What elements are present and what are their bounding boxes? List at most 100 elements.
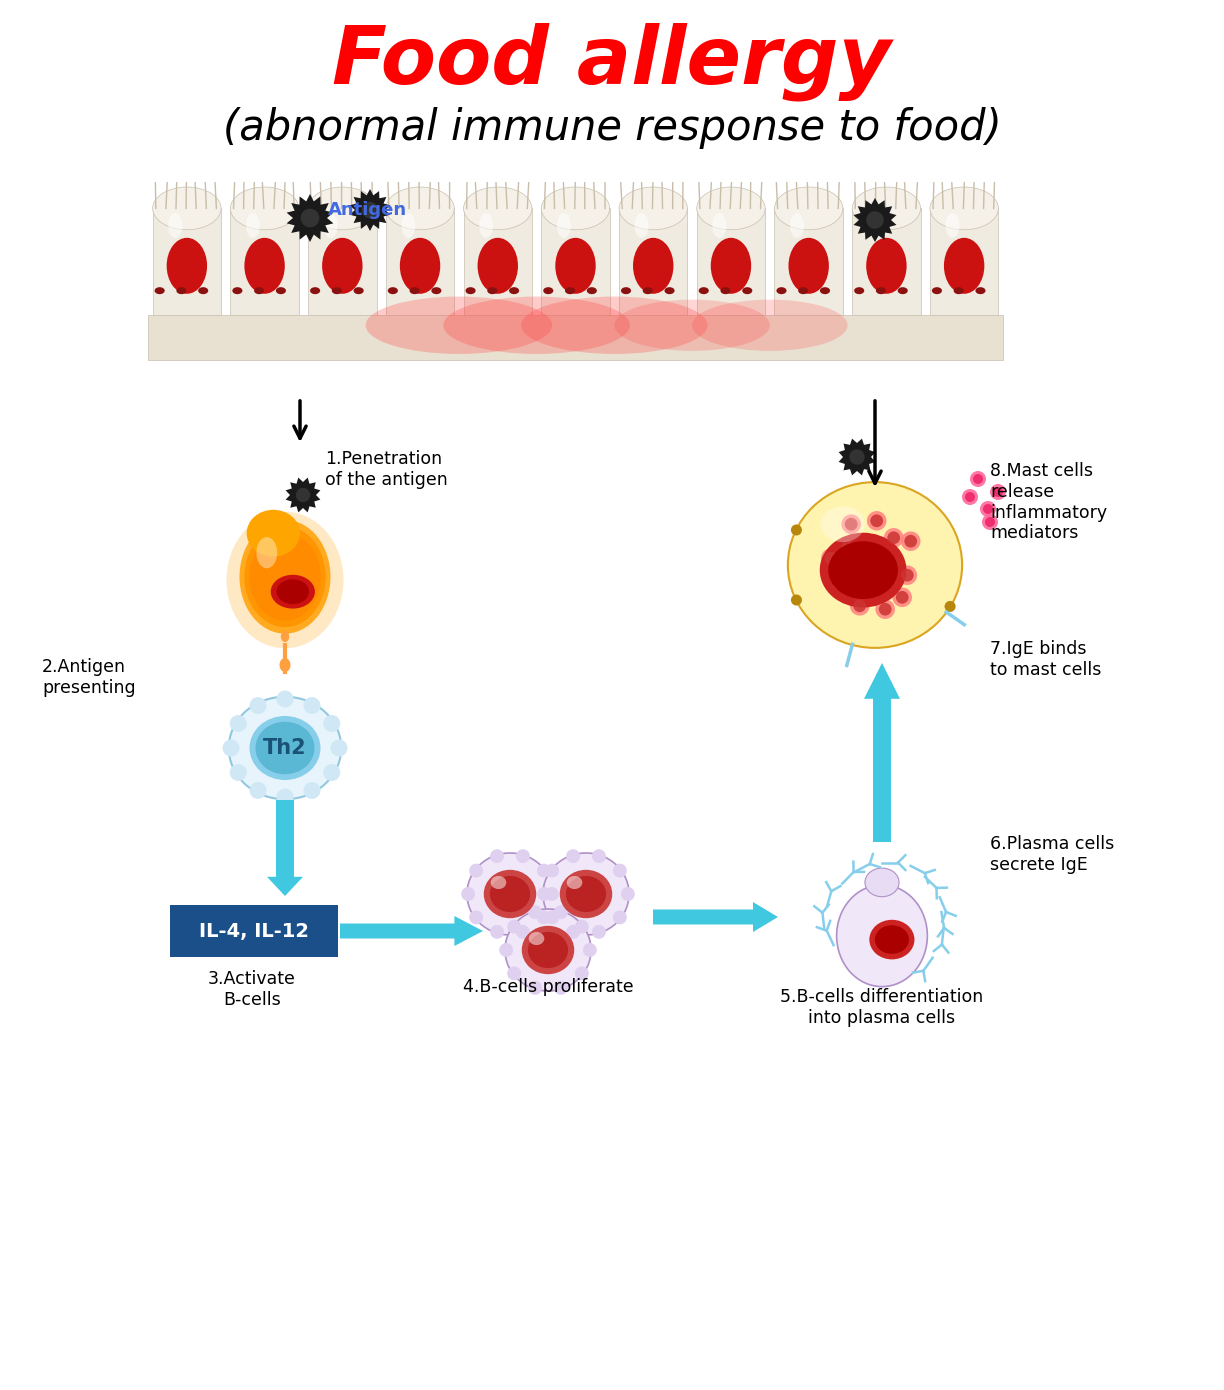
Circle shape (537, 887, 551, 901)
Ellipse shape (788, 238, 829, 293)
Circle shape (277, 691, 294, 708)
Ellipse shape (776, 288, 787, 295)
Circle shape (517, 924, 530, 938)
Ellipse shape (820, 532, 907, 607)
Ellipse shape (820, 288, 830, 295)
Ellipse shape (332, 288, 341, 295)
Circle shape (849, 449, 864, 464)
Polygon shape (838, 439, 875, 475)
Circle shape (499, 942, 513, 956)
Circle shape (973, 474, 983, 484)
Ellipse shape (931, 288, 942, 295)
Circle shape (517, 849, 530, 863)
FancyArrow shape (267, 801, 304, 897)
Circle shape (277, 788, 294, 805)
Ellipse shape (944, 238, 984, 293)
Ellipse shape (869, 920, 914, 959)
Ellipse shape (275, 288, 286, 295)
Circle shape (897, 566, 917, 585)
Circle shape (592, 924, 606, 938)
Ellipse shape (614, 300, 770, 350)
Bar (852, 208, 920, 316)
Ellipse shape (852, 188, 920, 229)
Circle shape (613, 910, 627, 924)
Ellipse shape (837, 885, 928, 987)
Ellipse shape (464, 188, 532, 229)
Bar (170, 905, 338, 956)
Circle shape (841, 539, 854, 553)
Ellipse shape (322, 238, 362, 293)
Ellipse shape (854, 288, 864, 295)
Ellipse shape (557, 213, 570, 238)
Ellipse shape (788, 482, 962, 648)
FancyArrow shape (340, 916, 483, 947)
Ellipse shape (154, 288, 165, 295)
Circle shape (545, 910, 559, 924)
Ellipse shape (643, 288, 652, 295)
Text: (abnormal immune response to food): (abnormal immune response to food) (223, 107, 1001, 149)
Circle shape (845, 518, 858, 531)
Ellipse shape (466, 853, 553, 935)
Ellipse shape (820, 506, 865, 542)
Ellipse shape (711, 238, 752, 293)
Ellipse shape (256, 721, 315, 774)
Circle shape (567, 849, 580, 863)
Ellipse shape (310, 288, 321, 295)
Ellipse shape (323, 213, 338, 238)
Ellipse shape (692, 300, 847, 350)
Ellipse shape (400, 238, 441, 293)
Ellipse shape (366, 296, 552, 354)
Circle shape (250, 696, 267, 714)
Text: Th2: Th2 (263, 738, 307, 758)
Circle shape (985, 517, 995, 527)
Ellipse shape (226, 512, 344, 648)
Circle shape (301, 208, 319, 228)
Circle shape (304, 696, 321, 714)
Ellipse shape (250, 716, 321, 780)
Ellipse shape (586, 288, 597, 295)
Circle shape (875, 599, 895, 619)
Circle shape (323, 765, 340, 781)
FancyArrow shape (864, 663, 900, 842)
Polygon shape (853, 197, 896, 242)
Text: 8.Mast cells
release
inflammatory
mediators: 8.Mast cells release inflammatory mediat… (990, 461, 1108, 542)
Bar (386, 208, 454, 316)
Circle shape (887, 531, 900, 543)
Ellipse shape (431, 288, 442, 295)
Ellipse shape (386, 188, 454, 229)
Circle shape (537, 863, 551, 877)
Circle shape (362, 202, 378, 218)
Bar (930, 208, 999, 316)
Ellipse shape (477, 238, 518, 293)
Circle shape (791, 524, 802, 535)
Circle shape (230, 714, 247, 733)
Ellipse shape (556, 238, 596, 293)
Ellipse shape (619, 188, 688, 229)
Circle shape (304, 783, 321, 799)
Circle shape (901, 569, 913, 581)
Circle shape (621, 887, 635, 901)
Ellipse shape (945, 213, 960, 238)
Ellipse shape (247, 510, 300, 556)
Circle shape (791, 595, 802, 606)
Circle shape (592, 849, 606, 863)
Circle shape (230, 765, 247, 781)
Ellipse shape (521, 926, 574, 974)
Circle shape (867, 211, 884, 229)
Bar (619, 208, 688, 316)
Ellipse shape (509, 288, 519, 295)
Circle shape (575, 920, 589, 934)
Ellipse shape (240, 520, 330, 634)
Circle shape (821, 549, 841, 569)
Ellipse shape (930, 188, 999, 229)
Ellipse shape (567, 876, 583, 890)
Text: 4.B-cells proliferate: 4.B-cells proliferate (463, 979, 633, 997)
Circle shape (545, 887, 559, 901)
Circle shape (554, 905, 568, 919)
Circle shape (250, 783, 267, 799)
Ellipse shape (487, 288, 497, 295)
Circle shape (461, 887, 475, 901)
Ellipse shape (153, 188, 222, 229)
Circle shape (980, 500, 996, 517)
Polygon shape (350, 189, 390, 231)
